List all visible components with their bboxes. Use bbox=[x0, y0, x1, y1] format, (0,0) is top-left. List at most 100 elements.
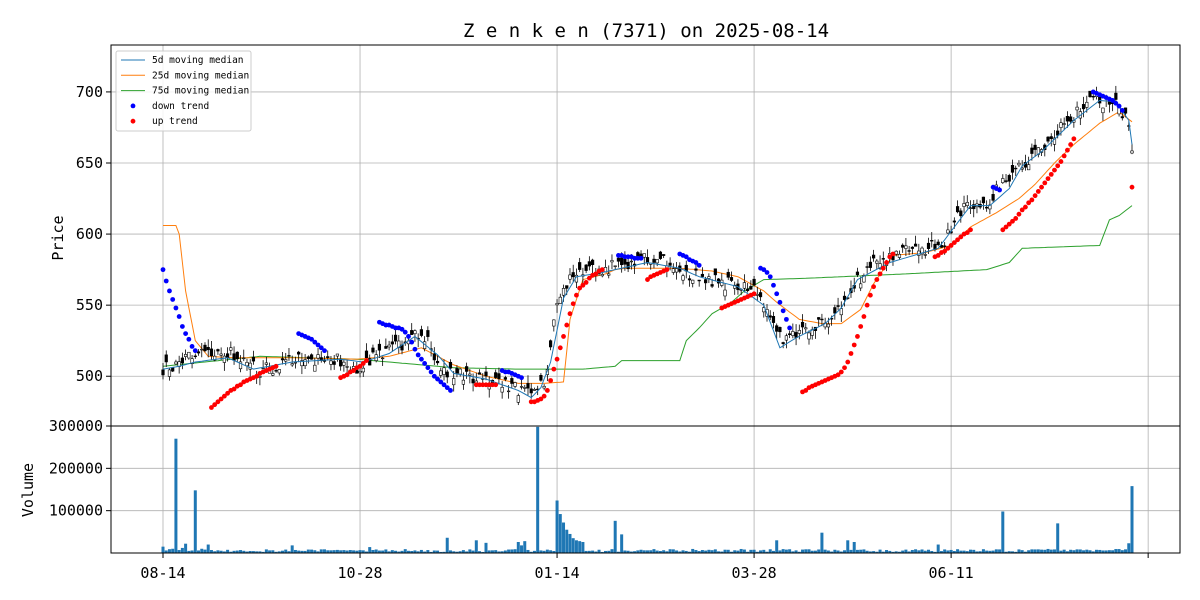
legend-dot-swatch bbox=[130, 118, 136, 124]
candle-body bbox=[855, 271, 860, 276]
volume-bar bbox=[345, 550, 349, 553]
down-trend-dot bbox=[183, 331, 189, 336]
candle-body bbox=[800, 321, 805, 328]
volume-bar bbox=[607, 550, 611, 553]
volume-bar bbox=[1040, 549, 1044, 553]
volume-bar bbox=[998, 549, 1002, 553]
volume-bar bbox=[419, 549, 423, 553]
volume-bar bbox=[216, 550, 220, 553]
down-trend-dot bbox=[771, 282, 776, 288]
volume-bar bbox=[930, 551, 934, 553]
candle-body bbox=[668, 262, 672, 266]
volume-bar bbox=[342, 550, 346, 553]
volume-bar bbox=[245, 551, 249, 553]
candle-body bbox=[1052, 137, 1057, 145]
candle-body bbox=[907, 250, 911, 252]
candle-body bbox=[791, 331, 795, 336]
volume-bar bbox=[613, 520, 617, 553]
candle-body bbox=[458, 368, 462, 375]
candle-body bbox=[1081, 104, 1086, 110]
candle-body bbox=[196, 351, 201, 354]
volume-bar bbox=[164, 550, 168, 553]
price-axis-label: Price bbox=[49, 215, 67, 260]
down-trend-dot bbox=[448, 388, 453, 393]
candle-body bbox=[1114, 92, 1118, 100]
candle-body bbox=[361, 367, 365, 373]
volume-bar bbox=[868, 551, 872, 553]
legend-label: up trend bbox=[152, 116, 198, 127]
volume-bar bbox=[1023, 551, 1027, 553]
up-trend-dot bbox=[838, 369, 844, 375]
candle-body bbox=[972, 204, 976, 210]
up-trend-dot bbox=[231, 386, 237, 392]
volume-plot-background bbox=[111, 426, 1180, 553]
up-trend-dot bbox=[955, 237, 960, 243]
candle-body bbox=[532, 389, 537, 391]
down-trend-dot bbox=[179, 324, 185, 329]
candle-body bbox=[943, 245, 947, 247]
volume-bar bbox=[429, 551, 433, 553]
candle-body bbox=[332, 361, 336, 365]
volume-bar bbox=[174, 438, 178, 553]
volume-bar bbox=[258, 551, 262, 553]
candle-body bbox=[335, 353, 340, 357]
candle-body bbox=[749, 286, 753, 290]
candle-body bbox=[778, 327, 782, 333]
legend: 5d moving median 25d moving median 75d mov… bbox=[115, 50, 252, 132]
up-trend-dot bbox=[351, 368, 356, 373]
volume-bar bbox=[881, 551, 885, 553]
volume-bar bbox=[791, 551, 795, 553]
volume-bar bbox=[704, 550, 708, 553]
candle-body bbox=[1027, 164, 1031, 171]
volume-bar bbox=[778, 550, 782, 553]
candle-body bbox=[626, 261, 630, 270]
candle-body bbox=[955, 206, 960, 213]
candle-body bbox=[232, 353, 236, 361]
volume-bar bbox=[759, 550, 763, 553]
up-trend-dot bbox=[884, 260, 889, 265]
volume-bar bbox=[526, 549, 530, 553]
down-trend-dot bbox=[428, 369, 434, 375]
volume-bar bbox=[171, 548, 175, 553]
candle-body bbox=[171, 367, 175, 372]
down-trend-dot bbox=[192, 348, 198, 354]
volume-bar bbox=[717, 551, 721, 553]
volume-bar bbox=[855, 549, 859, 553]
volume-bar bbox=[1085, 549, 1089, 553]
volume-bar bbox=[213, 551, 217, 553]
volume-bar bbox=[1098, 549, 1102, 553]
volume-bar bbox=[452, 551, 456, 553]
volume-bar bbox=[788, 549, 792, 553]
volume-bar bbox=[1033, 549, 1037, 553]
volume-bar bbox=[852, 541, 856, 553]
volume-bar bbox=[629, 551, 633, 553]
volume-bar bbox=[568, 533, 572, 553]
candle-body bbox=[904, 245, 908, 249]
candle-body bbox=[833, 307, 837, 314]
volume-bar bbox=[313, 550, 317, 553]
candle-body bbox=[952, 220, 956, 223]
up-trend-dot bbox=[357, 363, 363, 369]
candle-body bbox=[297, 351, 301, 355]
up-trend-dot bbox=[1006, 221, 1012, 227]
candle-body bbox=[1046, 136, 1050, 142]
volume-bar bbox=[956, 549, 960, 553]
volume-bar bbox=[820, 532, 824, 553]
down-trend-dot bbox=[176, 314, 182, 319]
volume-bar bbox=[180, 547, 184, 553]
volume-bar bbox=[445, 537, 449, 553]
candle-body bbox=[758, 292, 763, 298]
candle-body bbox=[807, 332, 811, 340]
candle-body bbox=[248, 362, 252, 370]
down-trend-dot bbox=[309, 336, 314, 342]
volume-bar bbox=[943, 549, 947, 553]
volume-bar bbox=[862, 549, 866, 553]
candle-body bbox=[455, 368, 459, 374]
volume-bar bbox=[675, 550, 679, 553]
candle-body bbox=[1030, 147, 1034, 154]
volume-bar bbox=[274, 551, 278, 553]
up-trend-dot bbox=[958, 234, 964, 240]
volume-bar bbox=[933, 551, 937, 553]
down-trend-dot bbox=[767, 274, 773, 280]
volume-bar bbox=[636, 550, 640, 553]
